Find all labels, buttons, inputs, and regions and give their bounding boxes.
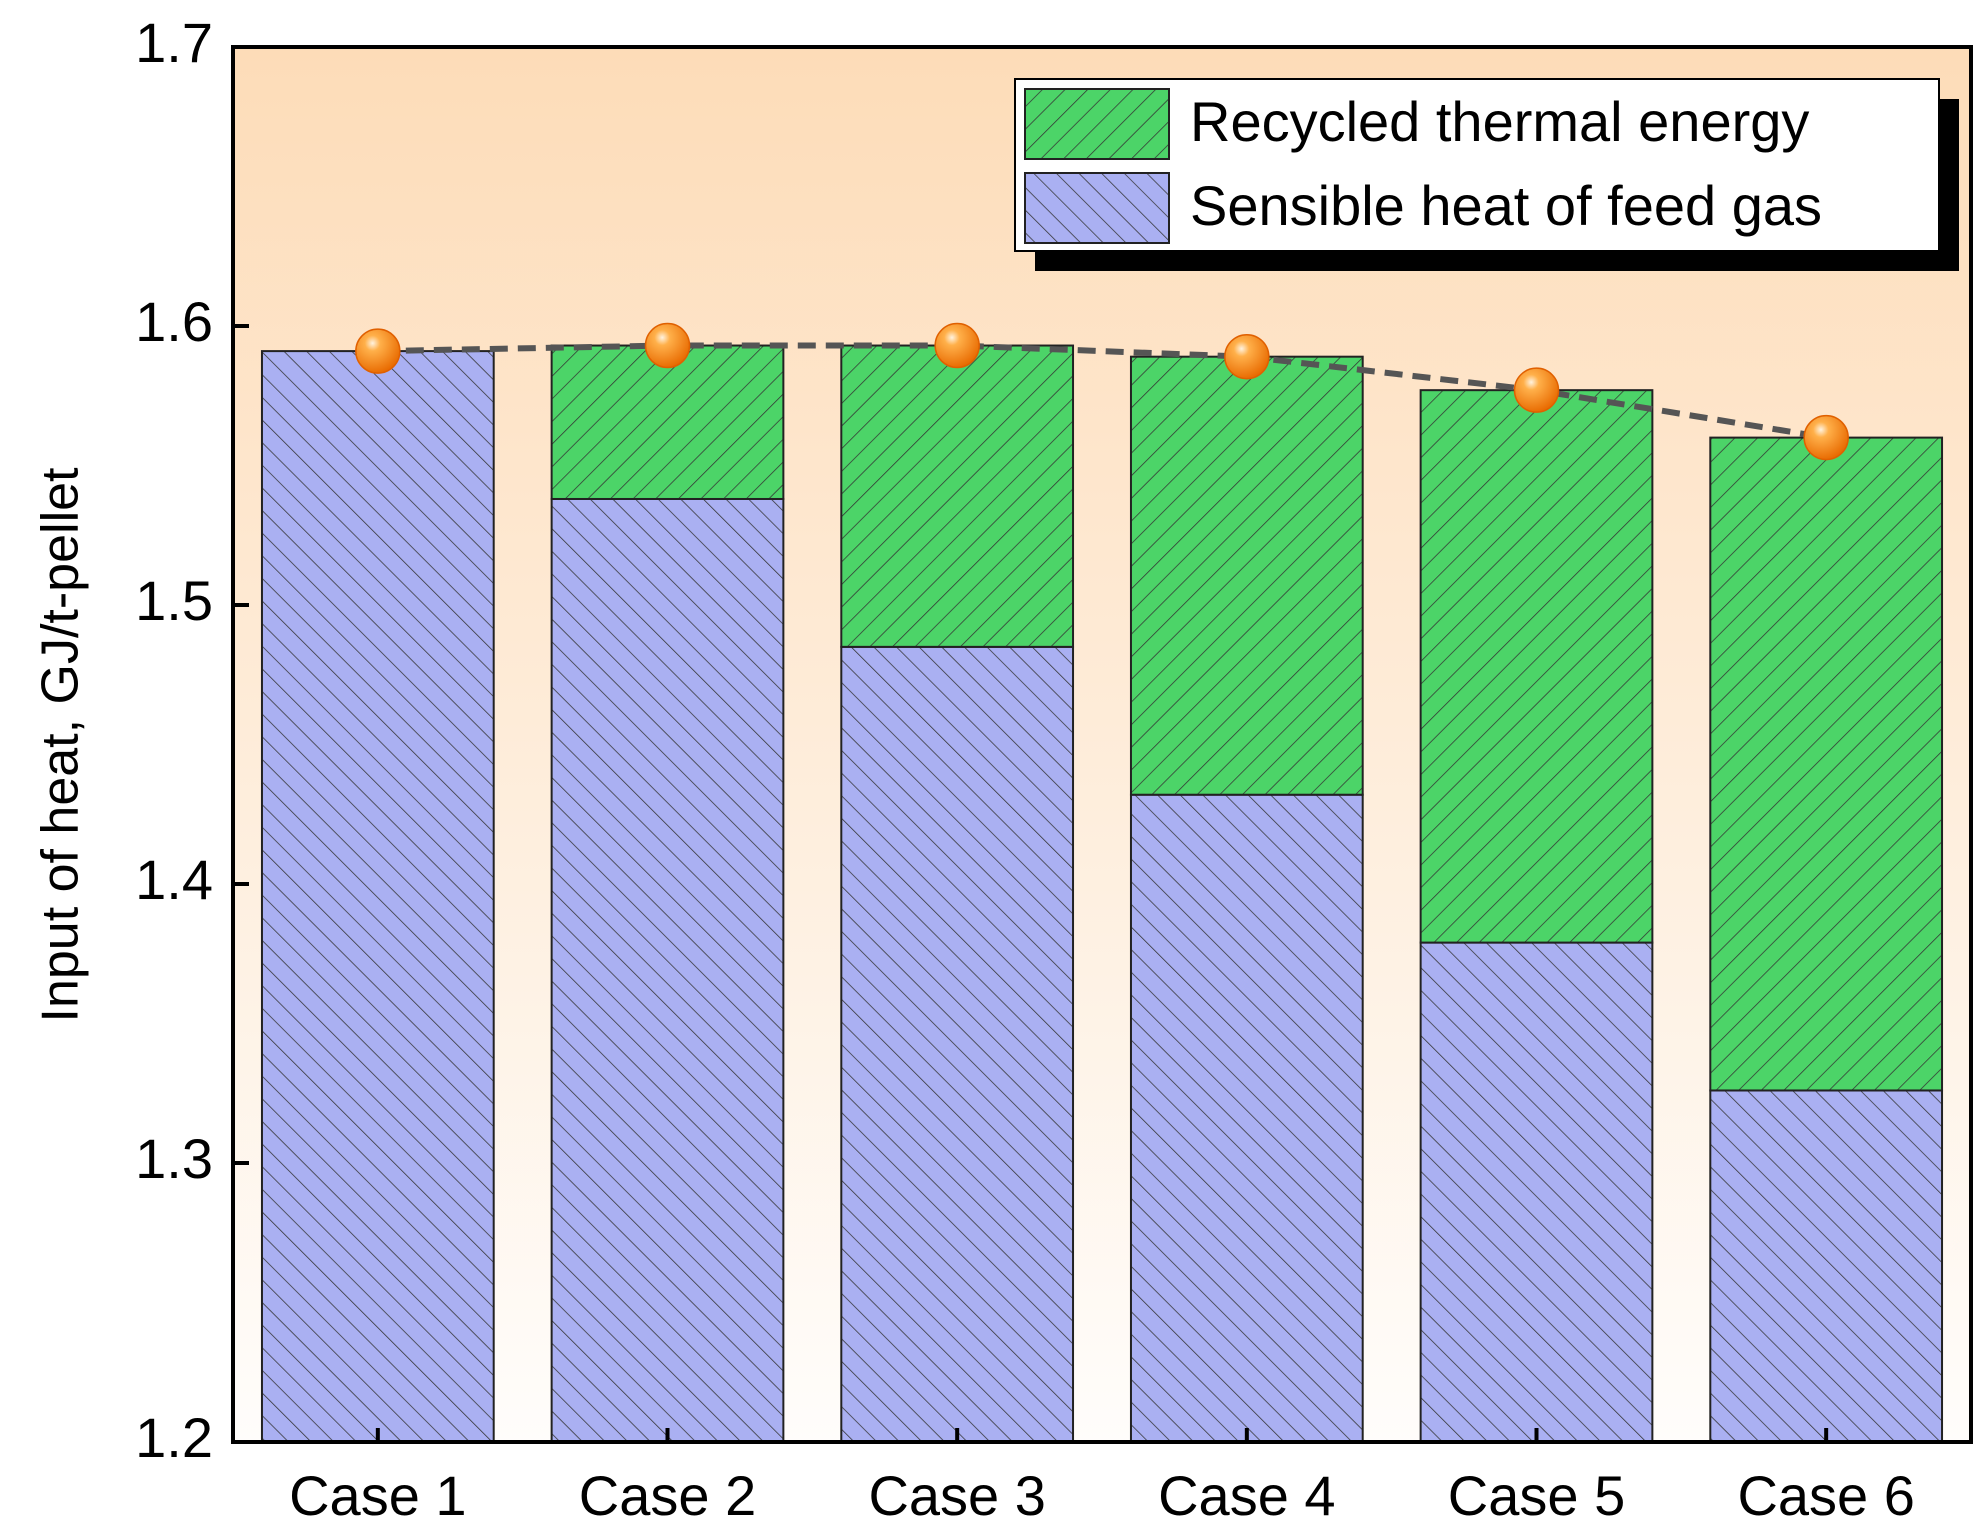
legend: Recycled thermal energy Sensible heat of …: [1014, 78, 1959, 271]
x-tick-label: Case 5: [1448, 1464, 1625, 1527]
plot-background: [233, 47, 1971, 1442]
x-tick-label: Case 2: [579, 1464, 756, 1527]
line-marker: [1224, 333, 1270, 380]
bar-segment: [1709, 436, 1944, 1092]
y-tick-label: 1.4: [135, 848, 213, 911]
plot-frame: [231, 45, 1973, 1444]
y-axis-label: Input of heat, GJ/t-pellet: [32, 467, 90, 1023]
legend-swatch: [1024, 172, 1170, 244]
line-marker: [1803, 414, 1849, 461]
y-tick-label: 1.2: [135, 1406, 213, 1469]
bar-segment: [1709, 1089, 1944, 1443]
line-series: [377, 342, 1827, 441]
y-tick-label: 1.6: [135, 290, 213, 353]
y-tick-label: 1.3: [135, 1127, 213, 1190]
x-tick-label: Case 4: [1158, 1464, 1335, 1527]
bar-segment: [1129, 355, 1364, 796]
legend-swatch: [1024, 88, 1170, 160]
bar-segment: [550, 344, 785, 500]
line-marker: [1513, 367, 1560, 413]
x-tick-label: Case 3: [868, 1464, 1045, 1527]
x-tick-label: Case 6: [1737, 1464, 1914, 1527]
legend-label: Recycled thermal energy: [1190, 90, 1809, 153]
bar-segment: [1419, 941, 1654, 1444]
bar-segment: [840, 344, 1075, 648]
bar-segment: [550, 497, 785, 1444]
y-tick-label: 1.7: [135, 11, 213, 74]
x-tick-label: Case 1: [289, 1464, 466, 1527]
bar-segment: [260, 350, 495, 1443]
legend-label: Sensible heat of feed gas: [1190, 174, 1822, 237]
bar-segment: [1419, 389, 1654, 944]
line-marker: [644, 322, 691, 369]
bar-segment: [1129, 793, 1364, 1443]
line-marker: [355, 328, 401, 374]
y-tick-label: 1.5: [135, 569, 213, 632]
line-marker: [934, 322, 980, 369]
bar-segment: [840, 645, 1075, 1443]
